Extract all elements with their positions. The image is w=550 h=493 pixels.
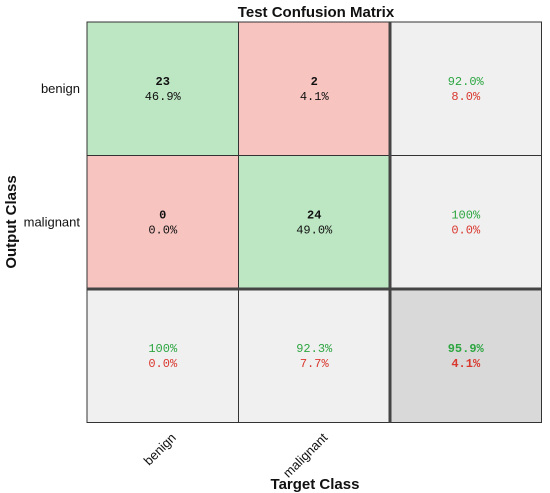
cell-count: 24 xyxy=(307,208,321,222)
chart-title: Test Confusion Matrix xyxy=(238,4,395,21)
summary-correct-percent: 95.9% xyxy=(448,342,485,356)
cell-count: 2 xyxy=(311,75,318,89)
summary-correct-percent: 92.0% xyxy=(448,75,485,89)
x-tick-label: benign xyxy=(141,430,179,468)
x-axis-label: Target Class xyxy=(271,476,360,493)
y-tick-label: malignant xyxy=(24,214,81,229)
summary-incorrect-percent: 4.1% xyxy=(451,357,481,371)
summary-correct-percent: 100% xyxy=(451,208,481,222)
cell-percent: 4.1% xyxy=(300,90,330,104)
matrix-cell-2-0 xyxy=(86,288,239,423)
y-axis-label: Output Class xyxy=(3,175,20,268)
cell-percent: 46.9% xyxy=(145,90,182,104)
y-tick-label: benign xyxy=(41,81,80,96)
cell-percent: 0.0% xyxy=(148,223,178,237)
matrix-grid: 2346.9%24.1%92.0%8.0%00.0%2449.0%100%0.0… xyxy=(24,21,542,481)
matrix-cell-1-2 xyxy=(389,155,542,290)
matrix-cell-1-0 xyxy=(86,155,239,290)
summary-incorrect-percent: 7.7% xyxy=(300,357,330,371)
x-tick-label: malignant xyxy=(280,430,331,481)
matrix-cell-1-1 xyxy=(238,155,391,290)
matrix-cell-2-1 xyxy=(238,288,391,423)
summary-correct-percent: 100% xyxy=(148,342,178,356)
matrix-cell-2-2 xyxy=(389,288,542,423)
summary-incorrect-percent: 0.0% xyxy=(148,357,178,371)
matrix-cell-0-0 xyxy=(86,21,239,156)
cell-count: 0 xyxy=(159,208,166,222)
summary-correct-percent: 92.3% xyxy=(296,342,333,356)
cell-count: 23 xyxy=(156,75,170,89)
cell-percent: 49.0% xyxy=(296,223,333,237)
summary-incorrect-percent: 8.0% xyxy=(451,90,481,104)
summary-incorrect-percent: 0.0% xyxy=(451,223,481,237)
matrix-cell-0-1 xyxy=(238,21,391,156)
matrix-cell-0-2 xyxy=(389,21,542,156)
